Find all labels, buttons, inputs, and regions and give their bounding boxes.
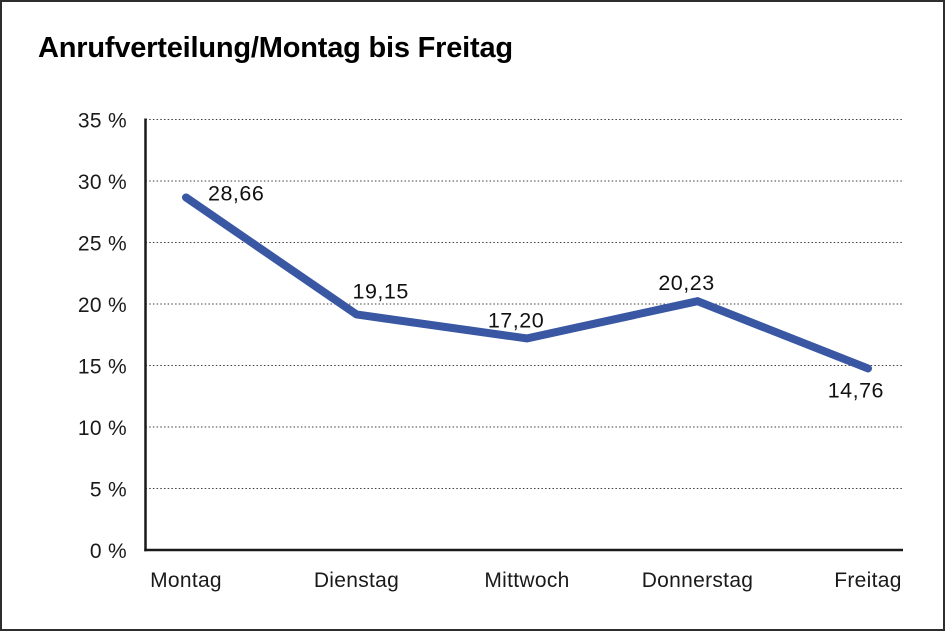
x-category-label: Dienstag: [314, 569, 399, 592]
y-tick-label: 0 %: [90, 540, 127, 563]
y-tick-label: 15 %: [78, 356, 127, 379]
x-category-label: Freitag: [834, 569, 901, 592]
x-category-label: Donnerstag: [642, 569, 754, 592]
data-point-label: 28,66: [208, 181, 264, 205]
y-tick-label: 25 %: [78, 233, 127, 256]
series-line: [182, 193, 872, 373]
y-tick-label: 30 %: [78, 171, 127, 194]
y-tick-label: 10 %: [78, 417, 127, 440]
chart-title: Anrufverteilung/Montag bis Freitag: [38, 32, 513, 64]
y-tick-label: 5 %: [90, 479, 127, 502]
y-tick-label: 35 %: [78, 110, 127, 133]
data-point-label: 19,15: [353, 279, 409, 303]
x-category-label: Mittwoch: [484, 569, 569, 592]
data-point-label: 20,23: [658, 271, 714, 295]
y-tick-label: 20 %: [78, 294, 127, 317]
data-point-label: 14,76: [828, 378, 884, 402]
x-category-label: Montag: [150, 569, 222, 592]
data-point-label: 17,20: [488, 308, 544, 332]
